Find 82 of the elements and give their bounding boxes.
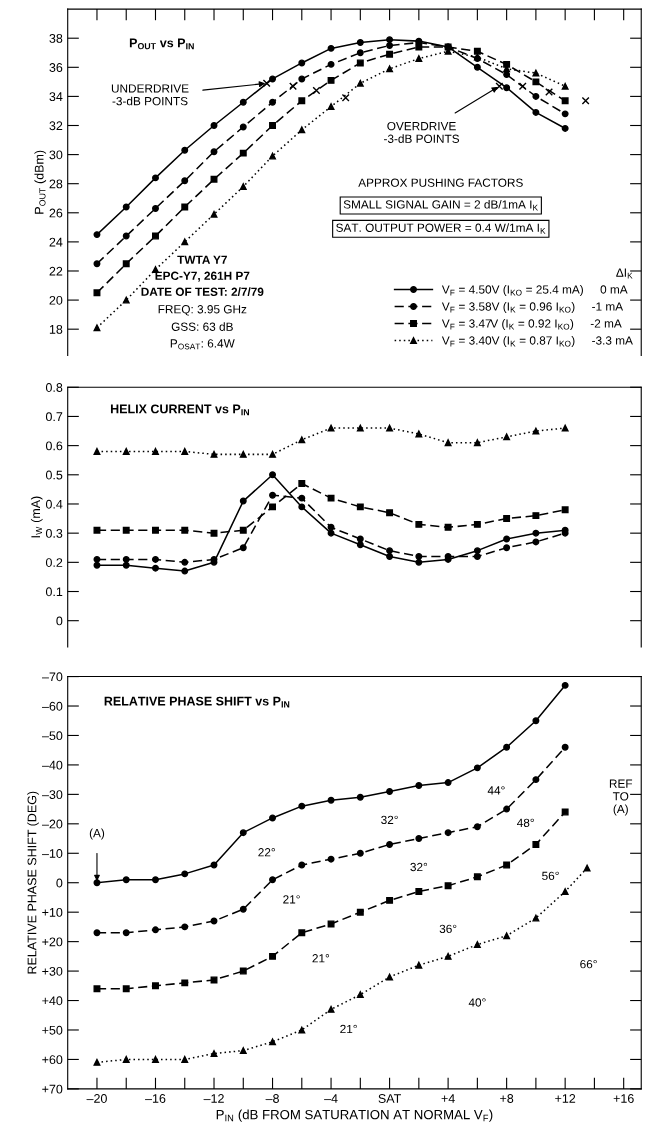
- y-tick-label: 34: [49, 92, 63, 102]
- annotation: 40°: [468, 998, 486, 1007]
- x-tick-label: +4: [441, 1094, 455, 1103]
- y-tick-label: 0.3: [45, 528, 63, 538]
- annotation: P$_{OSAT}$: 6.4W: [170, 339, 235, 350]
- annotation: 32°: [410, 862, 428, 872]
- x-tick-label: –20: [86, 1094, 107, 1103]
- annotation: 21°: [312, 954, 330, 963]
- y-tick-label: –10: [41, 849, 63, 858]
- legend-label: V$_{F}$ = 4.50V (I$_{KO}$ = 25.4 mA) 0 mA: [441, 285, 628, 297]
- x-tick-label: +12: [555, 1094, 576, 1103]
- y-tick-label: 26: [49, 208, 63, 218]
- annotation: 56°: [542, 871, 559, 880]
- y-tick-label: 0.5: [45, 470, 63, 480]
- annotation: APPROX PUSHING FACTORS: [358, 178, 523, 187]
- y-tick-label: –60: [41, 701, 63, 711]
- annotation: 48°: [517, 818, 534, 827]
- annotation: SMALL SIGNAL GAIN = 2 dB/1mA I$_{K}$: [343, 199, 538, 211]
- y-tick-label: 0: [56, 616, 63, 626]
- y-tick-label: +30: [42, 966, 63, 976]
- y-tick-label: 38: [49, 34, 63, 43]
- annotation: OVERDRIVE -3-dB POINTS: [384, 121, 460, 143]
- legend-label: V$_{F}$ = 3.47V (I$_{K}$ = 0.92 I$_{KO}$) -2 mA: [441, 319, 622, 331]
- y-axis-title: P$_{OUT}$ (dBm): [34, 150, 47, 214]
- x-tick-label: –16: [145, 1094, 166, 1103]
- y-tick-label: 28: [49, 179, 63, 189]
- y-tick-label: –30: [41, 790, 63, 800]
- annotation: DATE OF TEST: 2/7/79: [141, 287, 264, 297]
- y-tick-label: 30: [49, 150, 63, 160]
- annotation: UNDERDRIVE -3-dB POINTS: [111, 84, 189, 106]
- y-tick-label: 0.2: [45, 558, 63, 567]
- x-tick-label: –4: [324, 1094, 338, 1103]
- text: RELATIVE PHASE SHIFT vs P$_{IN}$: [104, 696, 290, 708]
- y-tick-label: +10: [42, 907, 63, 917]
- annotation: TWTA Y7: [177, 255, 227, 264]
- annotation: REF TO (A): [609, 779, 633, 816]
- legend-title: ΔI$_{K}$: [616, 268, 633, 279]
- y-tick-label: 0.4: [45, 499, 63, 509]
- x-tick-label: +8: [500, 1094, 514, 1103]
- y-tick-label: 0: [56, 878, 63, 888]
- annotation: 66°: [580, 960, 597, 969]
- text: P$_{OUT}$ vs P$_{IN}$: [129, 38, 194, 50]
- y-tick-label: 0.1: [45, 587, 63, 597]
- annotation: FREQ: 3.95 GHz: [158, 305, 247, 316]
- y-tick-label: 18: [49, 324, 63, 334]
- y-tick-label: +50: [42, 1025, 63, 1035]
- annotation: 36°: [439, 924, 457, 934]
- annotation: EPC-Y7, 261H P7: [155, 271, 250, 282]
- legend-label: V$_{F}$ = 3.58V (I$_{K}$ = 0.96 I$_{KO}$) -1 mA: [441, 302, 624, 314]
- x-tick-label: –12: [203, 1094, 224, 1103]
- annotation: (A): [89, 828, 105, 840]
- y-axis-title: I$_{W}$ (mA): [30, 496, 43, 538]
- text: HELIX CURRENT vs P$_{IN}$: [110, 404, 249, 416]
- y-axis-title: RELATIVE PHASE SHIFT (DEG): [27, 791, 39, 974]
- annotation: 21°: [283, 895, 300, 904]
- annotation: 44°: [487, 786, 505, 795]
- y-tick-label: –20: [41, 819, 63, 829]
- y-tick-label: 20: [49, 295, 63, 305]
- annotation: 32°: [381, 815, 398, 825]
- y-tick-label: –40: [41, 760, 63, 770]
- y-tick-label: +60: [42, 1055, 63, 1065]
- x-tick-label: –8: [265, 1094, 279, 1103]
- y-tick-label: 24: [49, 237, 63, 247]
- x-tick-label: +16: [613, 1094, 634, 1103]
- y-tick-label: 0.8: [45, 383, 63, 392]
- y-tick-label: +40: [42, 996, 63, 1006]
- x-axis-title: P$_{IN}$ (dB FROM SATURATION AT NORMAL V$_{F}$): [216, 1109, 493, 1122]
- y-tick-label: –70: [41, 672, 63, 682]
- annotation: GSS: 63 dB: [171, 322, 233, 331]
- y-tick-label: +20: [42, 937, 63, 947]
- y-tick-label: 0.6: [45, 441, 63, 451]
- y-tick-label: 22: [49, 266, 63, 276]
- y-tick-label: +70: [42, 1084, 63, 1094]
- legend-label: V$_{F}$ = 3.40V (I$_{K}$ = 0.87 I$_{KO}$) -3.3 mA: [441, 336, 633, 348]
- y-tick-label: 0.7: [45, 412, 63, 422]
- y-tick-label: 36: [49, 63, 63, 72]
- y-tick-label: 32: [49, 121, 63, 131]
- annotation: SAT. OUTPUT POWER = 0.4 W/1mA I$_{K}$: [336, 223, 546, 234]
- x-tick-label: SAT: [378, 1094, 401, 1103]
- y-tick-label: –50: [41, 731, 63, 741]
- annotation: 22°: [258, 848, 275, 857]
- annotation: 21°: [340, 1024, 357, 1034]
